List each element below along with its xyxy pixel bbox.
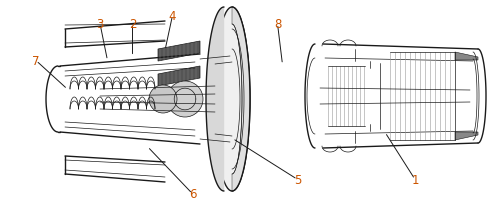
Circle shape (167, 82, 203, 118)
Polygon shape (206, 8, 224, 191)
Text: 7: 7 (32, 55, 40, 68)
Text: 1: 1 (411, 173, 419, 186)
Polygon shape (232, 8, 250, 191)
Text: 2: 2 (129, 18, 136, 31)
Polygon shape (158, 42, 200, 62)
Circle shape (149, 86, 177, 113)
Text: 6: 6 (189, 187, 196, 200)
Polygon shape (455, 53, 478, 61)
Ellipse shape (214, 8, 250, 191)
Text: 8: 8 (274, 18, 281, 31)
Polygon shape (455, 132, 478, 140)
Text: 5: 5 (294, 173, 301, 186)
Text: 4: 4 (169, 10, 176, 23)
Text: 3: 3 (96, 18, 103, 31)
Polygon shape (158, 67, 200, 86)
